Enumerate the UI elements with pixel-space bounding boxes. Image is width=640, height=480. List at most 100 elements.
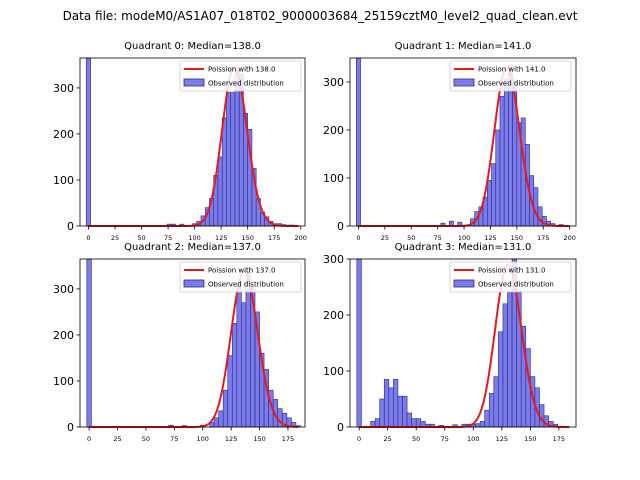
subplot-title-3: Quadrant 3: Median=131.0 [395,242,532,253]
y-ticks-2: 0 100 200 300 [53,283,80,434]
histogram-bar-0-14 [234,69,240,227]
y-tick-label-3-100: 100 [323,365,344,378]
histogram-bar-3-4 [383,379,390,428]
histogram-bar-1-11 [499,96,505,227]
x-tick-label-0-175: 175 [268,234,280,242]
x-tick-label-2-0: 0 [87,435,91,443]
x-tick-label-3-150: 150 [524,435,536,443]
histogram-bar-3-20 [475,423,481,428]
x-tick-label-3-100: 100 [467,435,479,443]
x-tick-label-0-100: 100 [188,234,200,242]
histogram-bar-3-22 [484,409,490,428]
y-tick-label-2-100: 100 [53,375,74,388]
axes-frame-0 [79,57,306,227]
x-tick-label-0-25: 25 [111,234,119,242]
subplot-quadrant-1: 0 25 50 75 100 125 150 175 200 0 100 200 300 Quadra… [323,41,577,242]
legend-label-poisson-1: Poission with 141.0 [478,66,546,74]
x-tick-label-1-100: 100 [458,234,470,242]
histogram-bar-3-8 [402,395,408,428]
x-tick-label-1-150: 150 [511,234,523,242]
histogram-bar-3-5 [388,387,394,428]
legend-3: Poission with 131.0 Observed distributio… [449,261,572,293]
legend-label-observed-2: Observed distribution [208,281,284,289]
legend-label-poisson-2: Poission with 137.0 [208,267,276,275]
axes-frame-1 [349,57,577,227]
subplot-quadrant-2: 0 25 50 75 100 125 150 175 0 100 200 300 Quadrant … [53,242,306,443]
histogram-bar-3-0 [356,258,362,428]
subplot-title-0: Quadrant 0: Median=138.0 [124,41,261,52]
x-ticks-2: 0 25 50 75 100 125 150 175 [87,427,294,443]
x-ticks-3: 0 25 50 75 100 125 150 175 [357,427,565,443]
y-tick-label-1-0: 0 [337,220,344,233]
legend-bar-swatch-2 [183,279,205,288]
y-ticks-3: 0 100 200 300 [323,253,350,434]
histogram-bar-0-10 [217,156,223,227]
legend-label-poisson-0: Poission with 138.0 [208,66,276,74]
y-tick-label-1-200: 200 [323,124,344,137]
histogram-bar-1-9 [491,163,497,227]
histogram-bar-2-5 [213,417,219,428]
bars-3 [356,258,559,428]
x-tick-label-0-125: 125 [215,234,227,242]
legend-label-poisson-3: Poission with 131.0 [478,267,546,275]
x-tick-label-0-0: 0 [86,234,90,242]
legend-box-0 [179,60,302,92]
legend-box-2 [179,261,302,293]
legend-1: Poission with 141.0 Observed distributio… [449,60,572,92]
figure-suptitle: Data file: modeM0/AS1A07_018T02_90000036… [63,9,578,23]
histogram-bar-3-25 [498,331,504,428]
x-tick-label-2-25: 25 [113,435,121,443]
y-tick-label-3-300: 300 [323,253,344,266]
histogram-bar-2-11 [241,302,247,428]
x-tick-label-3-125: 125 [496,435,508,443]
x-tick-label-0-50: 50 [137,234,145,242]
histogram-bar-3-11 [415,418,422,428]
histogram-bar-2-9 [231,323,238,428]
histogram-bar-2-12 [245,270,251,428]
x-tick-label-1-25: 25 [381,234,389,242]
histogram-bar-3-2 [374,418,380,428]
histogram-bar-3-3 [379,398,385,428]
x-tick-label-3-50: 50 [412,435,420,443]
subplot-quadrant-0: 0 25 50 75 100 125 150 175 200 0 100 200 300 Quadra… [53,41,307,242]
axes-frame-3 [349,258,577,428]
histogram-bar-3-21 [479,421,485,428]
histogram-bar-2-6 [218,410,224,428]
x-tick-label-2-50: 50 [142,435,150,443]
legend-label-observed-0: Observed distribution [208,80,284,88]
y-tick-label-0-100: 100 [53,174,74,187]
histogram-bar-1-8 [486,180,492,227]
x-tick-label-2-125: 125 [225,435,237,443]
y-tick-label-0-300: 300 [53,82,74,95]
histogram-bar-2-7 [222,389,229,428]
y-tick-label-0-0: 0 [67,220,74,233]
subplot-title-1: Quadrant 1: Median=141.0 [395,41,532,52]
x-tick-label-3-75: 75 [441,435,449,443]
x-tick-label-3-0: 0 [357,435,361,443]
legend-label-observed-3: Observed distribution [478,281,554,289]
histogram-bar-3-23 [488,393,495,428]
histogram-bar-1-12 [503,79,509,227]
legend-bar-swatch-3 [453,279,475,288]
histogram-bar-3-9 [406,412,412,428]
legend-box-3 [449,261,572,293]
legend-bar-swatch-1 [453,78,475,87]
histogram-bar-2-8 [227,355,233,428]
x-tick-label-0-200: 200 [295,234,307,242]
legend-0: Poission with 138.0 Observed distributio… [179,60,302,92]
histogram-bar-1-0 [356,57,361,227]
histogram-bar-0-11 [221,117,227,227]
axes-frame-2 [79,258,306,428]
legend-bar-swatch-0 [183,78,205,87]
y-tick-label-2-300: 300 [53,283,74,296]
x-tick-label-1-50: 50 [407,234,415,242]
histogram-bar-3-26 [502,303,508,428]
x-tick-label-3-25: 25 [384,435,392,443]
histogram-bar-3-10 [411,418,417,428]
y-tick-label-3-0: 0 [337,421,344,434]
histogram-bar-1-19 [533,187,539,227]
histogram-bar-2-0 [86,258,92,428]
histogram-bar-1-10 [495,129,501,227]
histogram-bar-3-7 [397,395,403,428]
